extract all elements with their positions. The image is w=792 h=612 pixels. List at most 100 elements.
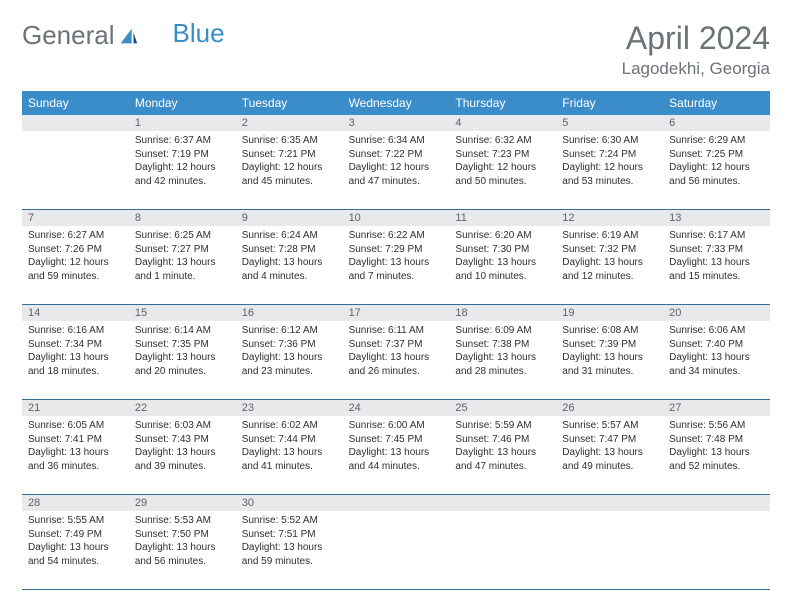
day-name: Monday <box>129 91 236 115</box>
day-name: Thursday <box>449 91 556 115</box>
day-number: 22 <box>129 400 236 416</box>
day-cell <box>663 511 770 589</box>
day-info: Sunrise: 6:05 AMSunset: 7:41 PMDaylight:… <box>28 419 123 473</box>
day-number: 13 <box>663 210 770 226</box>
sunrise-line: Sunrise: 6:03 AM <box>135 419 230 433</box>
title-block: April 2024 Lagodekhi, Georgia <box>622 20 770 79</box>
sunrise-line: Sunrise: 5:56 AM <box>669 419 764 433</box>
dl2-line: and 20 minutes. <box>135 365 230 379</box>
sunrise-line: Sunrise: 6:29 AM <box>669 134 764 148</box>
day-info: Sunrise: 6:30 AMSunset: 7:24 PMDaylight:… <box>562 134 657 188</box>
day-number: 19 <box>556 305 663 321</box>
day-number-row: 78910111213 <box>22 210 770 226</box>
day-name: Saturday <box>663 91 770 115</box>
sunset-line: Sunset: 7:33 PM <box>669 243 764 257</box>
day-info: Sunrise: 5:55 AMSunset: 7:49 PMDaylight:… <box>28 514 123 568</box>
sunrise-line: Sunrise: 5:57 AM <box>562 419 657 433</box>
dl2-line: and 34 minutes. <box>669 365 764 379</box>
dl2-line: and 36 minutes. <box>28 460 123 474</box>
day-info: Sunrise: 6:02 AMSunset: 7:44 PMDaylight:… <box>242 419 337 473</box>
dl1-line: Daylight: 13 hours <box>28 541 123 555</box>
day-number: 4 <box>449 115 556 131</box>
sunrise-line: Sunrise: 6:34 AM <box>349 134 444 148</box>
day-cell: Sunrise: 5:55 AMSunset: 7:49 PMDaylight:… <box>22 511 129 589</box>
day-number-row: 123456 <box>22 115 770 131</box>
day-cell <box>556 511 663 589</box>
dl1-line: Daylight: 12 hours <box>28 256 123 270</box>
day-info: Sunrise: 6:12 AMSunset: 7:36 PMDaylight:… <box>242 324 337 378</box>
day-cell: Sunrise: 6:37 AMSunset: 7:19 PMDaylight:… <box>129 131 236 209</box>
day-number: 5 <box>556 115 663 131</box>
sunrise-line: Sunrise: 6:20 AM <box>455 229 550 243</box>
day-info: Sunrise: 5:52 AMSunset: 7:51 PMDaylight:… <box>242 514 337 568</box>
dl1-line: Daylight: 13 hours <box>669 351 764 365</box>
day-info: Sunrise: 5:57 AMSunset: 7:47 PMDaylight:… <box>562 419 657 473</box>
day-number: 23 <box>236 400 343 416</box>
sunrise-line: Sunrise: 6:22 AM <box>349 229 444 243</box>
day-cell: Sunrise: 6:00 AMSunset: 7:45 PMDaylight:… <box>343 416 450 494</box>
dl2-line: and 31 minutes. <box>562 365 657 379</box>
dl1-line: Daylight: 12 hours <box>669 161 764 175</box>
day-info: Sunrise: 6:17 AMSunset: 7:33 PMDaylight:… <box>669 229 764 283</box>
day-cell: Sunrise: 6:22 AMSunset: 7:29 PMDaylight:… <box>343 226 450 304</box>
day-cell: Sunrise: 6:02 AMSunset: 7:44 PMDaylight:… <box>236 416 343 494</box>
sunset-line: Sunset: 7:49 PM <box>28 528 123 542</box>
day-number-row: 21222324252627 <box>22 400 770 416</box>
day-cell: Sunrise: 6:06 AMSunset: 7:40 PMDaylight:… <box>663 321 770 399</box>
day-info: Sunrise: 6:32 AMSunset: 7:23 PMDaylight:… <box>455 134 550 188</box>
day-info: Sunrise: 6:35 AMSunset: 7:21 PMDaylight:… <box>242 134 337 188</box>
dl1-line: Daylight: 13 hours <box>349 256 444 270</box>
location-label: Lagodekhi, Georgia <box>622 59 770 79</box>
sunrise-line: Sunrise: 6:30 AM <box>562 134 657 148</box>
day-info: Sunrise: 6:08 AMSunset: 7:39 PMDaylight:… <box>562 324 657 378</box>
sunrise-line: Sunrise: 6:02 AM <box>242 419 337 433</box>
dl1-line: Daylight: 13 hours <box>455 351 550 365</box>
day-number: 18 <box>449 305 556 321</box>
dl2-line: and 12 minutes. <box>562 270 657 284</box>
day-info: Sunrise: 6:06 AMSunset: 7:40 PMDaylight:… <box>669 324 764 378</box>
day-cell: Sunrise: 6:24 AMSunset: 7:28 PMDaylight:… <box>236 226 343 304</box>
dl2-line: and 10 minutes. <box>455 270 550 284</box>
dl1-line: Daylight: 13 hours <box>455 446 550 460</box>
sunrise-line: Sunrise: 6:19 AM <box>562 229 657 243</box>
calendar-week-row: Sunrise: 6:16 AMSunset: 7:34 PMDaylight:… <box>22 321 770 400</box>
sunset-line: Sunset: 7:48 PM <box>669 433 764 447</box>
day-number: 17 <box>343 305 450 321</box>
dl1-line: Daylight: 13 hours <box>242 256 337 270</box>
dl2-line: and 7 minutes. <box>349 270 444 284</box>
sunrise-line: Sunrise: 5:55 AM <box>28 514 123 528</box>
dl2-line: and 26 minutes. <box>349 365 444 379</box>
sunset-line: Sunset: 7:32 PM <box>562 243 657 257</box>
sunset-line: Sunset: 7:26 PM <box>28 243 123 257</box>
day-number: 14 <box>22 305 129 321</box>
day-cell: Sunrise: 5:53 AMSunset: 7:50 PMDaylight:… <box>129 511 236 589</box>
sunset-line: Sunset: 7:34 PM <box>28 338 123 352</box>
day-info: Sunrise: 6:00 AMSunset: 7:45 PMDaylight:… <box>349 419 444 473</box>
sunset-line: Sunset: 7:40 PM <box>669 338 764 352</box>
day-cell: Sunrise: 6:34 AMSunset: 7:22 PMDaylight:… <box>343 131 450 209</box>
sunset-line: Sunset: 7:35 PM <box>135 338 230 352</box>
dl2-line: and 15 minutes. <box>669 270 764 284</box>
dl2-line: and 42 minutes. <box>135 175 230 189</box>
day-number: 28 <box>22 495 129 511</box>
sunrise-line: Sunrise: 6:11 AM <box>349 324 444 338</box>
day-cell: Sunrise: 6:27 AMSunset: 7:26 PMDaylight:… <box>22 226 129 304</box>
dl1-line: Daylight: 13 hours <box>562 351 657 365</box>
day-number <box>556 495 663 511</box>
dl2-line: and 59 minutes. <box>28 270 123 284</box>
day-cell: Sunrise: 5:56 AMSunset: 7:48 PMDaylight:… <box>663 416 770 494</box>
day-cell: Sunrise: 5:52 AMSunset: 7:51 PMDaylight:… <box>236 511 343 589</box>
sunrise-line: Sunrise: 6:35 AM <box>242 134 337 148</box>
dl1-line: Daylight: 13 hours <box>28 446 123 460</box>
sunrise-line: Sunrise: 6:05 AM <box>28 419 123 433</box>
calendar-header-row: Sunday Monday Tuesday Wednesday Thursday… <box>22 91 770 115</box>
dl2-line: and 49 minutes. <box>562 460 657 474</box>
day-name: Wednesday <box>343 91 450 115</box>
day-info: Sunrise: 6:25 AMSunset: 7:27 PMDaylight:… <box>135 229 230 283</box>
dl1-line: Daylight: 13 hours <box>135 351 230 365</box>
day-info: Sunrise: 6:19 AMSunset: 7:32 PMDaylight:… <box>562 229 657 283</box>
dl2-line: and 18 minutes. <box>28 365 123 379</box>
dl1-line: Daylight: 13 hours <box>455 256 550 270</box>
day-cell: Sunrise: 6:30 AMSunset: 7:24 PMDaylight:… <box>556 131 663 209</box>
dl2-line: and 23 minutes. <box>242 365 337 379</box>
